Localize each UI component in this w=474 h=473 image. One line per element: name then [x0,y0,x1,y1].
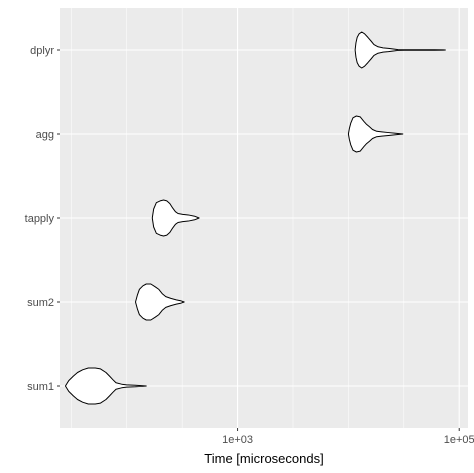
x-axis-ticks: 1e+03 1e+05 [222,428,474,446]
violin-tapply [151,199,200,237]
y-axis-ticks: sum1 sum2 tapply agg dplyr [25,45,60,393]
x-axis-title: Time [microseconds] [204,451,323,466]
violins [64,31,446,405]
y-tick-label-tapply: tapply [25,213,55,225]
y-tick-label-agg: agg [36,129,54,141]
violin-dplyr [354,31,446,69]
y-tick-label-dplyr: dplyr [30,45,54,57]
violin-sum1 [64,367,147,405]
violin-agg [347,115,404,153]
violin-sum2 [135,283,185,321]
y-tick-label-sum2: sum2 [27,297,54,309]
x-tick-label: 1e+03 [222,434,253,446]
y-tick-label-sum1: sum1 [27,381,54,393]
x-tick-label: 1e+05 [444,434,474,446]
